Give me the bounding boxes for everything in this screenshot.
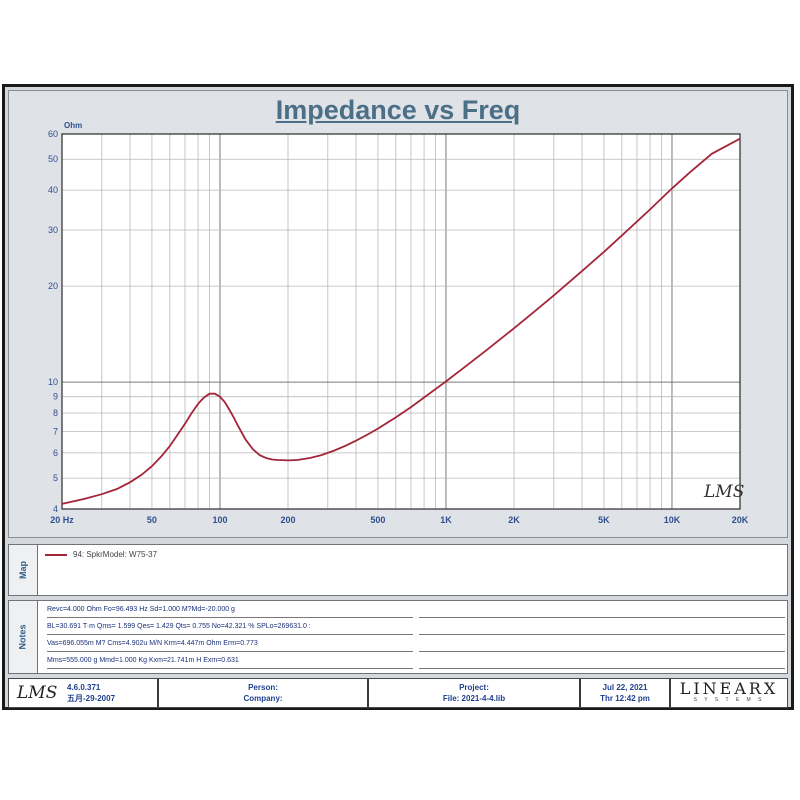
note-line-blank xyxy=(419,620,785,635)
x-tick-label: 200 xyxy=(280,515,295,525)
x-tick-label: 2K xyxy=(508,515,520,525)
footer-person-label: Person: xyxy=(248,683,278,692)
impedance-curve xyxy=(61,137,741,505)
y-tick-label: 6 xyxy=(53,448,58,458)
note-line-blank xyxy=(419,637,785,652)
y-tick-label: 40 xyxy=(48,185,58,195)
footer-company-label: Company: xyxy=(243,694,283,703)
y-tick-label: 20 xyxy=(48,281,58,291)
note-line-blank xyxy=(419,603,785,618)
y-tick-label: 10 xyxy=(48,377,58,387)
footer-project-label: Project: xyxy=(459,683,489,692)
impedance-chart: 4 5 6 7 8 9 10 20 30 40 50 60 Ohm 20 Hz 50 100 200 500 1K 2… xyxy=(48,121,749,525)
footer-brand-cell: LINEARX S Y S T E M S xyxy=(671,679,787,707)
footer-brand: LINEARX xyxy=(679,679,779,698)
x-tick-label: 50 xyxy=(147,515,157,525)
y-tick-label: 30 xyxy=(48,225,58,235)
legend-entry-label: 94: SpkrModel: W75-37 xyxy=(73,550,158,559)
lms-watermark: LMS xyxy=(703,482,744,502)
footer-person-cell: Person: Company: xyxy=(159,679,369,707)
x-tick-label: 20 Hz xyxy=(50,515,74,525)
map-section: Map 94: SpkrModel: W75-37 xyxy=(8,544,788,596)
notes-label: Notes xyxy=(9,601,38,673)
note-line: Mms=555.000 g Mmd=1.000 Kg Kxm=21.741m H… xyxy=(47,654,413,669)
y-tick-label: 8 xyxy=(53,408,58,418)
footer-project-cell: Project: File: 2021-4-4.lib xyxy=(369,679,581,707)
footer-file-label: File: 2021-4-4.lib xyxy=(442,694,506,703)
report-frame: Impedance vs Freq 4 5 6 7 8 9 10 20 30 40 50 60 Ohm 2… xyxy=(2,84,794,710)
footer-time: Thr 12:42 pm xyxy=(600,694,650,703)
x-tick-label: 10K xyxy=(664,515,681,525)
y-tick-label: 7 xyxy=(53,427,58,437)
x-tick-label: 100 xyxy=(212,515,227,525)
y-tick-label: 5 xyxy=(53,473,58,483)
chart-title: Impedance vs Freq xyxy=(275,95,521,125)
footer-date-cell: Jul 22, 2021 Thr 12:42 pm xyxy=(581,679,671,707)
footer-version: 4.6.0.371 xyxy=(67,683,101,692)
note-line: Revc=4.000 Ohm Fo=96.493 Hz Sd=1.000 M?M… xyxy=(47,603,413,618)
note-line: Vas=696.055m M? Cms=4.902u M/N Krm=4.447… xyxy=(47,637,413,652)
note-line: BL=30.691 T∙m Qms= 1.599 Qes= 1.429 Qts=… xyxy=(47,620,413,635)
plot-border xyxy=(61,133,741,510)
plot-area xyxy=(62,134,740,509)
legend-entry: 94: SpkrModel: W75-37 xyxy=(45,550,157,559)
y-tick-label: 50 xyxy=(48,154,58,164)
y-tick-label: 9 xyxy=(53,392,58,402)
footer-bar: LMS 4.6.0.371 五月-29-2007 Person: Company… xyxy=(8,678,788,708)
footer-date: Jul 22, 2021 xyxy=(602,683,648,692)
footer-version-date: 五月-29-2007 xyxy=(67,694,116,703)
x-tick-label: 5K xyxy=(598,515,610,525)
y-tick-label: 4 xyxy=(53,504,58,514)
map-label: Map xyxy=(9,545,38,595)
x-tick-label: 500 xyxy=(370,515,385,525)
y-unit-label: Ohm xyxy=(64,121,82,130)
notes-section: Notes Revc=4.000 Ohm Fo=96.493 Hz Sd=1.0… xyxy=(8,600,788,674)
x-tick-label: 1K xyxy=(440,515,452,525)
note-line-blank xyxy=(419,654,785,669)
legend-swatch xyxy=(45,553,67,556)
y-tick-label: 60 xyxy=(48,129,58,139)
x-tick-label: 20K xyxy=(732,515,749,525)
footer-brand-sub: S Y S T E M S xyxy=(693,697,765,703)
footer-version-cell: LMS 4.6.0.371 五月-29-2007 xyxy=(9,679,159,707)
plot-panel: Impedance vs Freq 4 5 6 7 8 9 10 20 30 40 50 60 Ohm 2… xyxy=(8,90,788,538)
footer-logo: LMS xyxy=(17,683,58,703)
